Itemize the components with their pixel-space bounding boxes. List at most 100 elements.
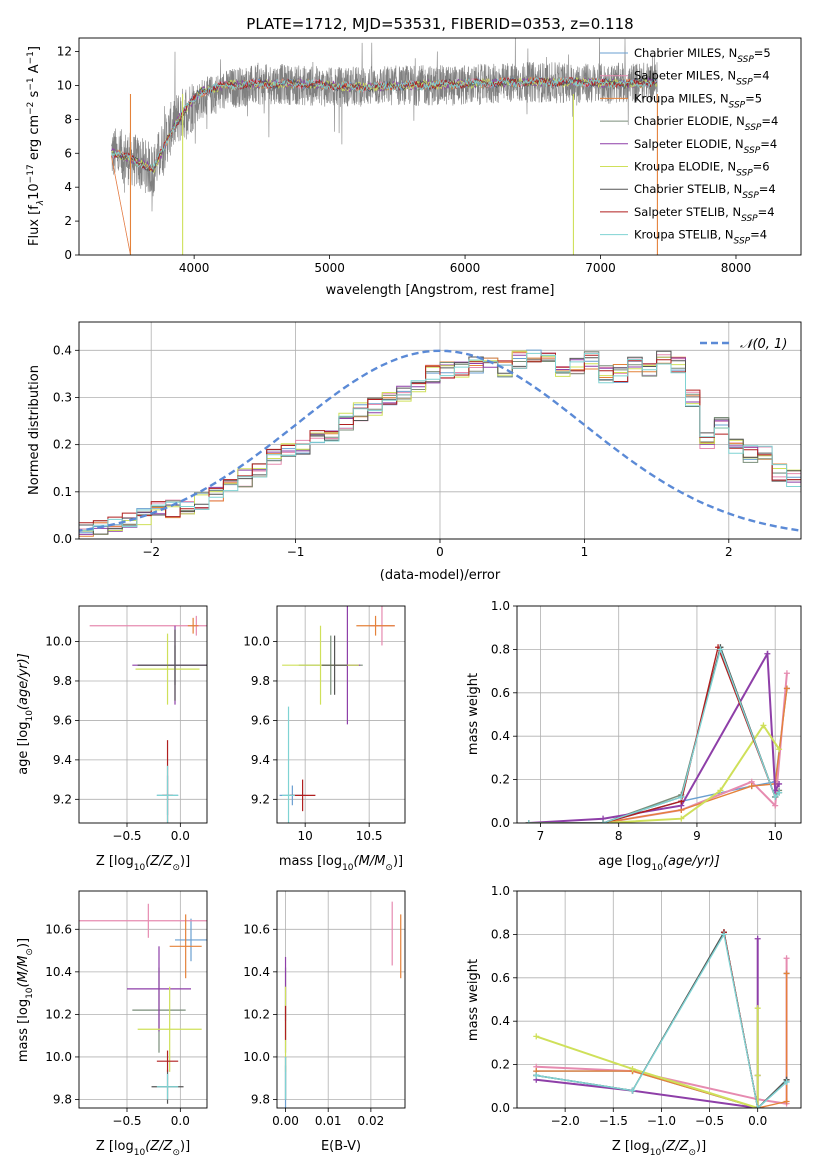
gaussian-curve — [79, 349, 801, 532]
y-axis-label: mass weight — [466, 673, 481, 755]
mw-age-marker — [783, 670, 790, 677]
legend-label-salpeter_miles: Salpeter MILES, NSSP=4 — [634, 69, 770, 88]
mw-age-kroupa_elodie — [528, 723, 780, 823]
mw-age-salpeter_elodie — [528, 650, 780, 823]
y-tick-label: 0.2 — [491, 1058, 510, 1072]
panel-mass_vs_z: −0.5 0.0 9.8 10.0 10.2 10.4 10.6 Z [log10(Z/Z⊙)… — [16, 890, 208, 1158]
x-tick-label: −0.5 — [112, 829, 141, 843]
plot-area — [111, 38, 658, 255]
x-tick-label: 2 — [725, 545, 733, 559]
mw-z-marker — [754, 1005, 761, 1012]
mw-age-marker — [772, 802, 779, 809]
mw-z-marker — [754, 1105, 761, 1108]
x-tick-label: 6000 — [450, 261, 481, 275]
mw-z-salpeter_elodie — [536, 938, 759, 1108]
mw-age-marker — [764, 650, 771, 657]
y-tick-label: 12 — [57, 45, 72, 59]
y-tick-label: 0.8 — [491, 927, 510, 941]
y-tick-label: 10.2 — [45, 1007, 72, 1021]
x-tick-label: −2 — [142, 545, 160, 559]
mw-age-kroupa_miles — [528, 688, 788, 823]
y-tick-label: 1.0 — [491, 884, 510, 898]
x-axis-label: Z [log10(Z/Z⊙)] — [612, 1139, 706, 1158]
mw-age-salpeter_stelib — [528, 644, 776, 823]
axes-frame — [276, 890, 406, 1109]
mw-age-marker — [748, 783, 755, 790]
x-tick-label: 10 — [298, 829, 313, 843]
y-axis-label: mass [log10(M/M⊙)] — [16, 938, 35, 1062]
y-tick-label: 10.0 — [45, 1050, 72, 1064]
panel-spectrum: 4000 5000 6000 7000 8000 0 2 4 6 8 10 12 wavelength … — [26, 37, 802, 298]
y-tick-label: 1.0 — [491, 599, 510, 613]
spectrum-model-kroupa_stelib — [111, 77, 658, 171]
x-tick-label: 8 — [615, 829, 623, 843]
axes-frame — [516, 605, 802, 824]
mw-z-marker — [783, 955, 790, 962]
y-tick-label: 0.1 — [53, 485, 72, 499]
y-tick-label: 0.4 — [53, 343, 72, 357]
y-axis-label: age [log10(age/yr)] — [16, 653, 35, 775]
mw-z-marker — [783, 1098, 790, 1105]
y-tick-label: 10.4 — [45, 965, 72, 979]
mw-age-marker — [600, 820, 607, 823]
y-tick-label: 9.8 — [53, 1092, 72, 1106]
panel-age_vs_z: −0.5 0.0 9.2 9.4 9.6 9.8 10.0 Z [log10(Z/Z⊙)] ag… — [16, 605, 208, 873]
plot-area — [79, 903, 207, 1104]
legend: Chabrier MILES, NSSP=5 Salpeter MILES, NS… — [600, 46, 778, 247]
y-tick-label: 10.2 — [243, 1007, 270, 1021]
y-tick-label: 0.6 — [491, 971, 510, 985]
y-tick-label: 0.4 — [491, 729, 510, 743]
y-tick-label: 0.0 — [491, 816, 510, 830]
y-axis-label: mass weight — [466, 959, 481, 1041]
legend-label-salpeter_elodie: Salpeter ELODIE, NSSP=4 — [634, 137, 777, 156]
x-tick-label: −0.5 — [695, 1114, 724, 1128]
y-tick-label: 2 — [64, 214, 72, 228]
y-tick-label: 0.2 — [491, 773, 510, 787]
y-tick-label: 9.6 — [53, 713, 72, 727]
x-tick-label: −1.5 — [599, 1114, 628, 1128]
plot-area — [284, 901, 402, 1108]
axes-frame — [516, 890, 802, 1109]
hist-chabrier_stelib — [79, 350, 801, 535]
y-tick-label: 10.0 — [45, 635, 72, 649]
legend-label-chabrier_stelib: Chabrier STELIB, NSSP=4 — [634, 182, 776, 201]
panel-mass_vs_ebv: 0.00 0.01 0.02 9.8 10.0 10.2 10.4 10.6 E(B-V) — [243, 890, 406, 1154]
y-tick-label: 10.0 — [243, 635, 270, 649]
y-tick-label: 9.2 — [53, 792, 72, 806]
y-tick-label: 9.2 — [251, 792, 270, 806]
y-tick-label: 10 — [57, 78, 72, 92]
y-tick-label: 0.8 — [491, 642, 510, 656]
x-tick-label: −1.0 — [647, 1114, 676, 1128]
y-tick-label: 0.0 — [491, 1101, 510, 1115]
y-tick-label: 10.6 — [45, 922, 72, 936]
y-tick-label: 0.3 — [53, 390, 72, 404]
y-axis-label: Flux [fλ10−17 erg cm−2 s−1 A−1] — [26, 46, 46, 246]
y-tick-label: 9.4 — [53, 753, 72, 767]
mw-z-kroupa_elodie — [535, 1008, 759, 1108]
legend-label-kroupa_stelib: Kroupa STELIB, NSSP=4 — [634, 228, 767, 247]
legend-gauss-label: 𝒩(0, 1) — [740, 337, 787, 352]
axes-frame — [78, 890, 208, 1109]
figure-title: PLATE=1712, MJD=53531, FIBERID=0353, z=0… — [246, 15, 633, 33]
y-tick-label: 9.6 — [251, 713, 270, 727]
legend-label-kroupa_miles: Kroupa MILES, NSSP=5 — [634, 91, 762, 110]
legend-label-salpeter_stelib: Salpeter STELIB, NSSP=4 — [634, 205, 775, 224]
mw-z-marker — [629, 1065, 636, 1072]
y-tick-label: 10.4 — [243, 965, 270, 979]
spectrum-data-line — [111, 38, 658, 212]
x-axis-label: (data-model)/error — [380, 568, 501, 583]
x-tick-label: 0.0 — [171, 829, 190, 843]
panel-massweight_vs_z: −2.0 −1.5 −1.0 −0.5 0.0 0.0 0.2 0.4 0.6 0.8 1.0 Z [… — [466, 884, 802, 1158]
mw-z-marker — [754, 1072, 761, 1079]
mw-z-marker — [754, 935, 761, 942]
mw-age-marker — [776, 789, 783, 796]
mw-z-marker — [720, 931, 727, 938]
x-tick-label: 0.02 — [358, 1114, 385, 1128]
y-tick-label: 0 — [64, 248, 72, 262]
plot-area — [525, 644, 790, 823]
legend-label-chabrier_miles: Chabrier MILES, NSSP=5 — [634, 46, 771, 65]
hist-kroupa_stelib — [79, 352, 801, 531]
x-tick-label: 5000 — [314, 261, 345, 275]
y-tick-label: 6 — [64, 146, 72, 160]
